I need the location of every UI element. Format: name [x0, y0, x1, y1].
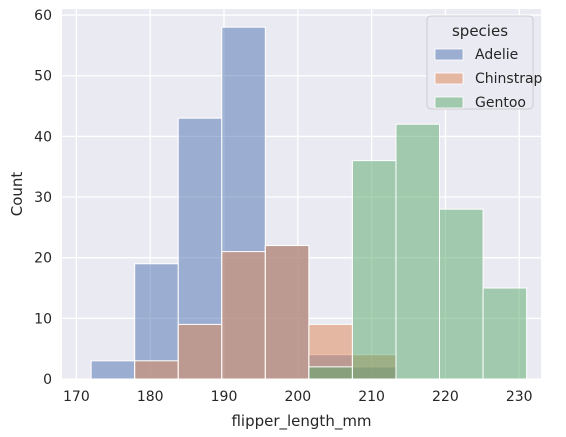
x-tick-label: 230	[506, 389, 533, 405]
bar-gentoo-5	[308, 366, 353, 380]
y-tick-label: 50	[34, 69, 52, 85]
legend-label-adelie: Adelie	[475, 47, 518, 63]
y-tick-label: 40	[34, 129, 52, 145]
bar-chinstrap-3	[221, 251, 266, 380]
y-tick-label: 20	[34, 251, 52, 267]
y-tick-label: 60	[34, 8, 52, 24]
legend-title: species	[452, 22, 508, 40]
legend-swatch-chinstrap	[434, 72, 464, 85]
bar-chinstrap-4	[264, 245, 310, 380]
legend: species Adelie Chinstrap Gentoo	[426, 15, 543, 111]
y-tick-label: 0	[43, 372, 52, 388]
bar-chinstrap-2	[177, 323, 223, 380]
x-tick-label: 200	[284, 389, 311, 405]
legend-box	[426, 15, 534, 110]
x-tick-label: 170	[63, 389, 90, 405]
legend-swatch-adelie	[434, 48, 464, 61]
y-axis-label: Count	[8, 172, 26, 217]
histogram-bars	[90, 26, 528, 380]
bar-chinstrap-1	[134, 360, 179, 380]
bar-gentoo-7	[395, 123, 441, 380]
legend-items: Adelie Chinstrap Gentoo	[434, 47, 543, 111]
bar-adelie-1	[134, 263, 179, 380]
y-axis-ticks: 0 10 20 30 40 50 60	[34, 8, 52, 388]
x-axis-ticks: 170 180 190 200 210 220 230	[63, 389, 533, 405]
bar-gentoo-9	[482, 287, 528, 380]
legend-label-chinstrap: Chinstrap	[475, 71, 543, 87]
x-axis-label: flipper_length_mm	[231, 412, 371, 431]
bar-gentoo-8	[439, 208, 484, 380]
bar-adelie-0	[90, 360, 136, 380]
legend-swatch-gentoo	[434, 96, 464, 109]
x-tick-label: 180	[137, 389, 164, 405]
y-tick-label: 30	[34, 190, 52, 206]
x-tick-label: 210	[358, 389, 385, 405]
x-tick-label: 190	[211, 389, 238, 405]
x-tick-label: 220	[432, 389, 459, 405]
bar-gentoo-6	[351, 160, 397, 380]
legend-label-gentoo: Gentoo	[475, 95, 526, 111]
y-tick-label: 10	[34, 311, 52, 327]
